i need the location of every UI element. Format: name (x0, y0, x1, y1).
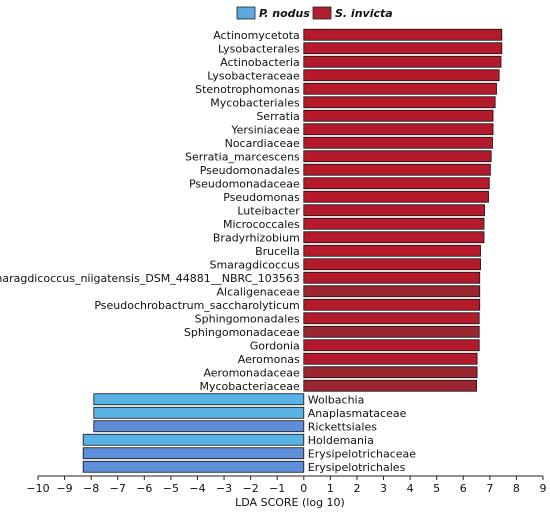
bar-31 (82, 447, 305, 460)
bar-label-2: Actinobacteria (220, 56, 300, 69)
bar-24 (303, 352, 478, 365)
bar-8 (303, 136, 493, 149)
x-tick-label-12: 2 (353, 482, 360, 495)
bar-label-1: Lysobacterales (218, 42, 300, 55)
x-tick-label-0: −10 (26, 482, 49, 495)
bar-26 (303, 379, 477, 392)
bar-21 (303, 312, 480, 325)
bar-label-13: Luteibacter (237, 204, 300, 217)
x-tick-label-16: 6 (460, 482, 467, 495)
bar-label-12: Pseudomonas (223, 191, 300, 204)
x-tick-label-5: −5 (163, 482, 179, 495)
bar-label-27: Wolbachia (308, 393, 365, 406)
bar-6 (303, 109, 494, 122)
legend-swatch-p-nodus (236, 6, 256, 20)
bar-label-15: Bradyrhizobium (213, 231, 300, 244)
bar-5 (303, 96, 496, 109)
x-tick-label-15: 5 (433, 482, 440, 495)
bar-7 (303, 123, 494, 136)
x-tick-label-2: −8 (83, 482, 99, 495)
bar-1 (303, 42, 503, 55)
bar-19 (303, 285, 481, 298)
x-tick-label-3: −7 (110, 482, 126, 495)
bar-2 (303, 55, 502, 68)
x-tick-label-1: −9 (56, 482, 72, 495)
legend-swatch-s-invicta (312, 6, 332, 20)
x-tick-label-11: 1 (327, 482, 334, 495)
bar-label-32: Erysipelotrichales (308, 461, 406, 474)
bars-group (82, 28, 503, 473)
bar-label-28: Anaplasmataceae (308, 407, 407, 420)
bar-18 (303, 271, 481, 284)
bar-14 (303, 217, 485, 230)
legend-label-p-nodus: P. nodus (259, 7, 310, 20)
bar-10 (303, 163, 491, 176)
bar-28 (93, 406, 305, 419)
bar-label-8: Nocardiaceae (225, 137, 300, 150)
bar-9 (303, 150, 492, 163)
bar-labels-group: ActinomycetotaLysobacteralesActinobacter… (0, 29, 416, 474)
bar-20 (303, 298, 481, 311)
legend-label-s-invicta: S. invicta (335, 7, 393, 20)
bar-label-0: Actinomycetota (213, 29, 300, 42)
bar-15 (303, 231, 485, 244)
bar-label-5: Mycobacteriales (210, 96, 300, 109)
x-tick-label-9: −1 (269, 482, 285, 495)
bar-25 (303, 366, 478, 379)
bar-29 (93, 420, 305, 433)
bar-12 (303, 190, 489, 203)
bar-label-9: Serratia_marcescens (185, 150, 300, 163)
x-tick-label-14: 4 (407, 482, 414, 495)
bar-label-10: Pseudomonadales (200, 164, 300, 177)
bar-label-6: Serratia (256, 110, 299, 123)
bar-label-17: Smaragdicoccus (209, 258, 300, 271)
bar-4 (303, 82, 497, 95)
bar-label-19: Alcaligenaceae (217, 285, 301, 298)
bar-30 (82, 433, 305, 446)
bar-label-29: Rickettsiales (308, 420, 377, 433)
bar-label-24: Aeromonas (238, 353, 300, 366)
bar-label-14: Micrococcales (223, 218, 300, 231)
x-tick-label-18: 8 (513, 482, 520, 495)
bar-label-30: Holdemania (308, 434, 374, 447)
bar-17 (303, 258, 481, 271)
bar-label-3: Lysobacteraceae (207, 69, 300, 82)
x-axis-title: LDA SCORE (log 10) (235, 496, 345, 509)
legend: P. nodus S. invicta (236, 6, 393, 20)
bar-label-26: Mycobacteriaceae (200, 380, 301, 393)
bar-label-20: Pseudochrobactrum_saccharolyticum (94, 299, 299, 312)
x-tick-label-19: 9 (540, 482, 547, 495)
bar-label-23: Gordonia (250, 339, 300, 352)
bar-label-18: Smaragdicoccus_niigatensis_DSM_44881__NB… (0, 272, 300, 285)
bar-27 (93, 393, 305, 406)
x-tick-label-13: 3 (380, 482, 387, 495)
x-tick-label-4: −6 (136, 482, 152, 495)
x-tick-label-6: −4 (189, 482, 205, 495)
bar-16 (303, 244, 481, 257)
bar-3 (303, 69, 500, 82)
bar-label-31: Erysipelotrichaceae (308, 447, 417, 460)
bar-13 (303, 204, 485, 217)
x-tick-label-17: 7 (486, 482, 493, 495)
bar-label-25: Aeromonadaceae (203, 366, 300, 379)
bar-label-22: Sphingomonadaceae (184, 326, 300, 339)
bar-32 (82, 460, 305, 473)
x-tick-label-10: 0 (300, 482, 307, 495)
bar-label-4: Stenotrophomonas (195, 83, 300, 96)
bar-22 (303, 325, 480, 338)
x-tick-label-8: −2 (243, 482, 259, 495)
bar-label-11: Pseudomonadaceae (189, 177, 300, 190)
x-tick-label-7: −3 (216, 482, 232, 495)
x-axis: −10 −9 −8 −7 −6 −5 −4 −3 −2 −1 0 1 2 3 4 5 6 7 8 9 (26, 475, 547, 495)
bar-label-16: Brucella (255, 245, 300, 258)
bar-11 (303, 177, 490, 190)
bar-0 (303, 28, 503, 41)
bar-label-21: Sphingomonadales (195, 312, 300, 325)
bar-label-7: Yersiniaceae (230, 123, 300, 136)
bar-23 (303, 339, 480, 352)
